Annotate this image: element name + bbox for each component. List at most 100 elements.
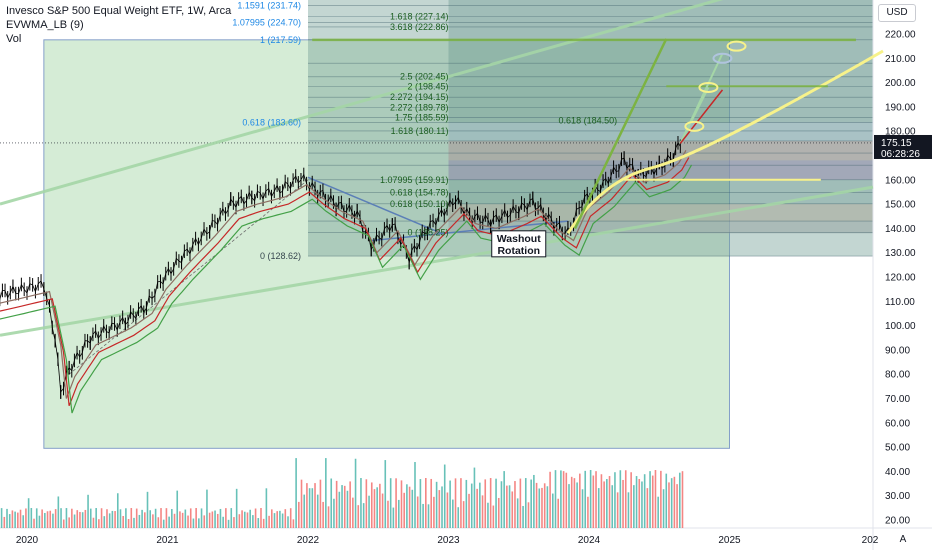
last-price-tag[interactable]	[874, 134, 932, 159]
volume-bar	[543, 483, 546, 528]
annotation-text: Rotation	[497, 245, 540, 257]
volume-bar	[343, 485, 346, 528]
price-tick-label: 140.00	[885, 224, 916, 235]
volume-bar	[306, 483, 308, 528]
annotation-text: Washout	[497, 233, 541, 245]
fib-label-left: 1.07995 (224.70)	[232, 18, 301, 28]
volume-bar	[262, 518, 265, 528]
volume-bar	[414, 462, 416, 528]
target-ellipse-4[interactable]	[726, 40, 747, 52]
volume-bar	[187, 515, 189, 528]
volume-bar	[379, 483, 381, 528]
volume-bar	[181, 512, 184, 528]
volume-bar	[454, 478, 457, 528]
volume-bar	[135, 508, 138, 528]
fib-label-right: 1.07995 (159.91)	[380, 175, 449, 185]
price-tick-label: 220.00	[885, 30, 916, 41]
volume-bar	[289, 508, 292, 528]
target-ellipse-3[interactable]	[712, 52, 733, 64]
volume-bar	[192, 518, 195, 528]
target-ellipse-1[interactable]	[684, 120, 705, 132]
volume-bar	[565, 472, 568, 528]
volume-bar	[573, 478, 576, 528]
volume-bar	[400, 480, 403, 528]
volume-bar	[222, 516, 224, 528]
volume-bar	[381, 493, 384, 528]
time-tick-label: 2023	[437, 535, 460, 546]
volume-bar	[11, 510, 14, 528]
volume-bar	[638, 478, 641, 528]
volume-bar	[392, 507, 395, 528]
auto-scale-button[interactable]: A	[899, 534, 907, 545]
volume-bar	[357, 505, 360, 528]
volume-bar	[54, 509, 57, 528]
projection-arrow-red	[679, 89, 724, 144]
volume-bar	[473, 467, 476, 528]
fib-label-right: 2.272 (194.15)	[390, 92, 449, 102]
volume-bar	[600, 474, 603, 528]
volume-bar	[354, 458, 357, 528]
volume-bar	[38, 515, 41, 528]
volume-bar	[211, 511, 214, 528]
volume-bar	[614, 472, 616, 528]
volume-bar	[341, 485, 343, 528]
volume-bar	[387, 500, 389, 528]
volume-bar	[79, 511, 81, 528]
volume-bar	[352, 497, 354, 528]
price-tick-label: 60.00	[885, 418, 910, 429]
volume-bar	[238, 514, 241, 528]
volume-bar	[362, 503, 365, 528]
volume-bar	[462, 501, 465, 528]
lower-trend-channel	[0, 185, 874, 337]
volume-bar	[198, 518, 200, 528]
price-tick-label: 120.00	[885, 273, 916, 284]
volume-bar	[603, 481, 605, 528]
volume-bar	[89, 508, 92, 528]
currency-button[interactable]: USD	[878, 4, 916, 22]
volume-bar	[162, 519, 165, 528]
volume-bar	[365, 479, 368, 528]
volume-bar	[127, 519, 130, 528]
volume-bar	[219, 508, 222, 528]
volume-bar	[503, 471, 505, 528]
volume-label[interactable]: Vol	[6, 33, 22, 45]
indicator-label[interactable]: EVWMA_LB (9)	[6, 19, 84, 31]
price-tick-label: 70.00	[885, 394, 910, 405]
volume-bar	[252, 515, 254, 528]
fib-label-left: 1 (217.59)	[260, 35, 301, 45]
volume-bar	[441, 486, 443, 528]
symbol-title[interactable]: Invesco S&P 500 Equal Weight ETF, 1W, Ar…	[6, 5, 232, 17]
volume-bar	[349, 481, 351, 528]
volume-bar	[141, 509, 143, 528]
volume-bar	[14, 511, 16, 528]
price-tick-label: 160.00	[885, 175, 916, 186]
volume-bar	[560, 470, 562, 528]
volume-bar	[108, 513, 111, 528]
volume-bar	[3, 516, 6, 528]
volume-bar	[514, 481, 516, 528]
volume-bar	[484, 479, 487, 528]
volume-bar	[495, 478, 497, 528]
volume-bar	[8, 514, 11, 528]
volume-bar	[681, 471, 684, 528]
volume-bar	[595, 471, 597, 528]
volume-bar	[17, 512, 19, 528]
evwma-lower-band	[0, 164, 693, 414]
target-ellipse-2[interactable]	[698, 81, 719, 93]
volume-bar	[173, 513, 176, 528]
volume-bar	[62, 519, 65, 528]
volume-bar	[554, 470, 557, 528]
volume-bar	[200, 508, 203, 528]
fib-label-right: 0.618 (184.50)	[559, 115, 618, 125]
volume-bar	[430, 478, 433, 528]
volume-bar	[395, 478, 397, 528]
volume-bar	[225, 508, 227, 528]
volume-bar	[111, 510, 114, 528]
volume-bar	[630, 472, 632, 528]
volume-bar	[549, 471, 551, 528]
volume-bar	[76, 510, 79, 528]
volume-bar	[589, 470, 592, 528]
annotation-box[interactable]	[491, 230, 547, 258]
